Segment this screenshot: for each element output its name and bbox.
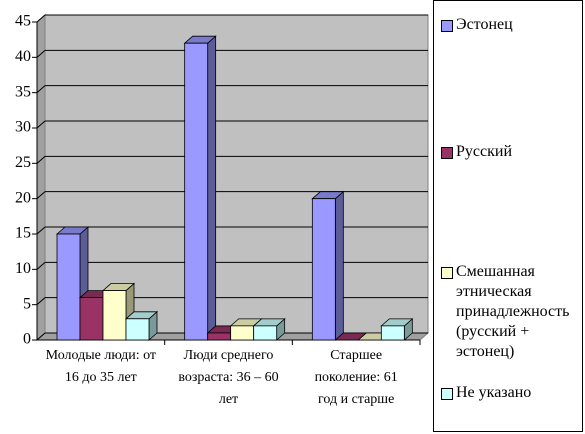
bar: [183, 35, 217, 341]
legend-item: Смешанная этническая принадлежность (рус…: [441, 262, 581, 362]
legend-swatch: [441, 267, 453, 279]
legend-label: Эстонец: [456, 16, 513, 33]
y-tick-label: 35: [15, 83, 31, 100]
legend-swatch: [441, 388, 453, 400]
grid-line-side: [36, 120, 46, 129]
bar-front: [311, 198, 336, 341]
grid-line-side: [36, 85, 46, 94]
y-tick-label: 10: [15, 260, 31, 277]
bar-front: [56, 233, 81, 341]
bar: [124, 310, 159, 341]
legend: Эстонец Русский Смешанная этническая прина…: [433, 0, 583, 432]
legend-item: Не указано: [441, 383, 581, 403]
bar-front: [102, 290, 127, 341]
x-tick-label: Люди среднего возраста: 36 – 60 лет: [178, 348, 279, 407]
bar-front: [125, 318, 150, 341]
legend-label: Смешанная этническая принадлежность (рус…: [456, 263, 570, 360]
bar-front: [79, 297, 104, 341]
grid-line-side: [36, 14, 46, 23]
plot: 0 5 10 15 20 25 30 35 40 45: [15, 13, 430, 348]
y-tick-label: 0: [23, 331, 31, 348]
y-tick-label: 40: [15, 48, 31, 65]
grid-line-side: [36, 261, 46, 270]
legend-swatch: [441, 147, 453, 159]
bar: [311, 190, 345, 341]
bar-side: [207, 35, 217, 341]
bar-front: [253, 325, 278, 341]
y-tick-label: 5: [23, 295, 31, 312]
grid-line-side: [36, 226, 46, 235]
bar-side: [334, 190, 344, 341]
bar: [252, 317, 286, 341]
bar-front: [230, 325, 255, 341]
x-tick-label: Молодые люди: от 16 до 35 лет: [45, 348, 157, 385]
side-wall: [36, 13, 46, 342]
grid-line-side: [36, 155, 46, 164]
legend-swatch: [441, 20, 453, 32]
legend-label: Русский: [456, 143, 512, 160]
y-tick-label: 30: [15, 119, 31, 136]
y-tick-label: 45: [15, 13, 31, 30]
y-tick-label: 20: [15, 189, 31, 206]
bar-front: [184, 42, 209, 341]
y-tick-label: 25: [15, 154, 31, 171]
grid-line-side: [36, 191, 46, 200]
grid-line-side: [36, 49, 46, 58]
legend-item: Эстонец: [441, 15, 581, 35]
bar-front: [207, 332, 232, 341]
legend-label: Не указано: [456, 384, 532, 401]
bar: [380, 317, 414, 341]
back-wall: [44, 14, 429, 334]
grid-line-side: [36, 332, 46, 341]
bar-front: [380, 325, 405, 341]
x-tick-label: Старшее поколение: 61 год и старше: [314, 348, 398, 407]
y-tick-label: 15: [15, 225, 31, 242]
grid-line-side: [36, 297, 46, 306]
legend-item: Русский: [441, 142, 581, 162]
